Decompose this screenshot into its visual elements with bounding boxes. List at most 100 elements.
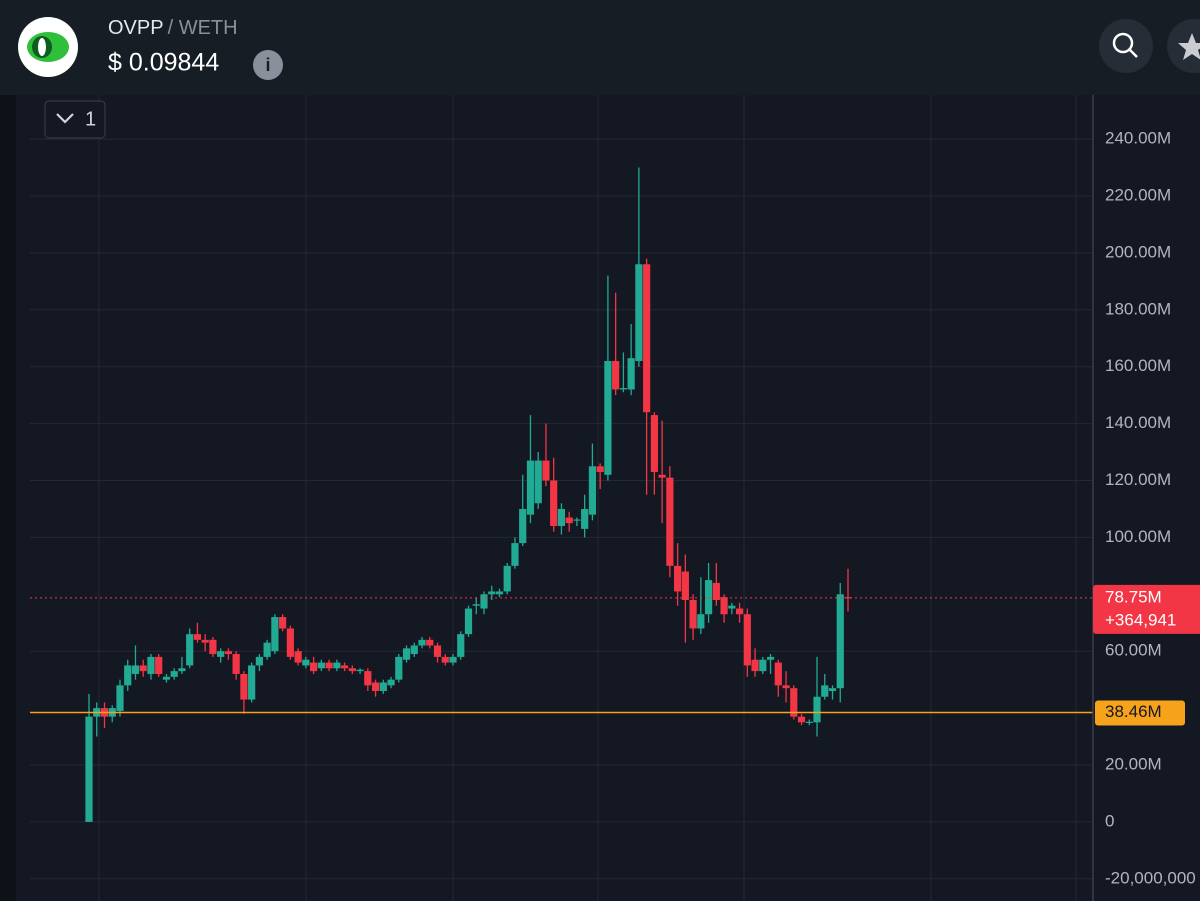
search-icon bbox=[1112, 32, 1134, 54]
candle-body bbox=[805, 721, 813, 723]
candle-body bbox=[302, 659, 310, 666]
candle-body bbox=[418, 639, 426, 646]
candle-body bbox=[317, 662, 325, 669]
candle-body bbox=[248, 665, 256, 700]
last-price-label: 78.75M bbox=[1105, 587, 1162, 606]
candle-body bbox=[364, 671, 372, 686]
candle-body bbox=[650, 415, 658, 472]
candle-body bbox=[836, 594, 844, 689]
candle-body bbox=[821, 685, 829, 697]
candle-body bbox=[495, 591, 504, 595]
candle-body bbox=[124, 665, 132, 686]
candle-body bbox=[542, 460, 550, 481]
candle-body bbox=[240, 673, 248, 700]
candle-body bbox=[813, 696, 821, 723]
candle-body bbox=[573, 519, 581, 521]
candle-body bbox=[658, 474, 666, 478]
left-edge bbox=[0, 95, 16, 901]
candle-body bbox=[464, 608, 473, 635]
candle-body bbox=[619, 388, 627, 390]
candle-body bbox=[565, 517, 573, 524]
candle-body bbox=[193, 634, 202, 640]
search-icon-handle bbox=[1129, 49, 1138, 58]
candle-body bbox=[712, 582, 720, 600]
y-tick-label: -20,000,000 bbox=[1105, 868, 1196, 887]
candle-body bbox=[480, 594, 488, 609]
pair-base: OVPP / WETH bbox=[108, 17, 238, 39]
candle-body bbox=[170, 671, 178, 677]
candle-body bbox=[147, 656, 155, 674]
vertical-grid bbox=[98, 95, 1077, 901]
info-icon[interactable] bbox=[253, 50, 283, 80]
candle-body bbox=[790, 688, 798, 717]
candle-body bbox=[704, 580, 713, 615]
candle-body bbox=[689, 599, 697, 629]
candle-body bbox=[426, 639, 434, 646]
candle-body bbox=[526, 460, 535, 515]
candle-body bbox=[751, 659, 759, 672]
candle-body bbox=[472, 604, 480, 606]
star-icon bbox=[1178, 33, 1200, 60]
candle-body bbox=[348, 668, 356, 672]
chevron-icon bbox=[56, 113, 74, 124]
candle-body bbox=[697, 614, 705, 629]
y-tick-label: 0 bbox=[1105, 811, 1114, 830]
interval-button[interactable]: 1 bbox=[44, 100, 106, 139]
candle-body bbox=[186, 634, 194, 666]
candle-body bbox=[759, 659, 767, 672]
candle-body bbox=[844, 597, 852, 599]
candle-body bbox=[635, 264, 643, 362]
y-tick-label: 100.00M bbox=[1105, 527, 1171, 546]
candle-body bbox=[395, 656, 403, 680]
candle-body bbox=[720, 597, 728, 615]
candle-body bbox=[666, 477, 674, 566]
candle-body bbox=[782, 685, 790, 689]
candle-body bbox=[410, 645, 418, 655]
candle-body bbox=[255, 656, 263, 666]
candle-body bbox=[162, 676, 171, 680]
level-label: 38.46M bbox=[1105, 702, 1162, 721]
candle-body bbox=[201, 639, 209, 643]
header-background bbox=[0, 0, 1200, 95]
y-tick-label: 60.00M bbox=[1105, 641, 1162, 660]
search-button[interactable] bbox=[1099, 19, 1153, 73]
candle-body bbox=[131, 665, 140, 674]
logo-pupil bbox=[38, 38, 46, 56]
candle-body bbox=[441, 656, 449, 663]
candle-body bbox=[279, 617, 287, 629]
candle-body bbox=[519, 508, 527, 544]
y-tick-label: 140.00M bbox=[1105, 413, 1171, 432]
candle-body bbox=[379, 682, 387, 692]
candle-body bbox=[643, 264, 651, 413]
candle-body bbox=[155, 656, 163, 674]
candle-body bbox=[217, 651, 225, 657]
plot: 240.00M 220.00M 200.00M 180.00M 160.00M 140.0… bbox=[30, 129, 1196, 887]
candle-body bbox=[550, 480, 558, 527]
y-tick-label: 160.00M bbox=[1105, 356, 1171, 375]
candle-body bbox=[340, 665, 349, 669]
y-tick-label: 120.00M bbox=[1105, 470, 1171, 489]
candle-body bbox=[596, 466, 604, 472]
last-price-change: +364,941 bbox=[1105, 610, 1176, 629]
y-tick-label: 240.00M bbox=[1105, 129, 1171, 148]
candle-body bbox=[581, 508, 589, 529]
candle-body bbox=[402, 648, 411, 660]
candle-body bbox=[612, 361, 620, 390]
candle-body bbox=[139, 665, 147, 672]
info-icon-glyph: i bbox=[265, 55, 270, 75]
candle-body bbox=[449, 656, 457, 663]
candle-body bbox=[325, 662, 333, 669]
candle-body bbox=[588, 466, 597, 515]
price: $ 0.09844 bbox=[108, 49, 219, 77]
interval-box[interactable] bbox=[44, 100, 106, 139]
candle-body bbox=[371, 682, 380, 692]
candle-body bbox=[286, 628, 294, 657]
candle-body bbox=[534, 460, 542, 504]
candle-body bbox=[681, 571, 689, 600]
candle-body bbox=[511, 543, 519, 566]
level-box bbox=[1095, 700, 1185, 726]
candle-body bbox=[271, 617, 279, 652]
candle-body bbox=[503, 565, 511, 592]
